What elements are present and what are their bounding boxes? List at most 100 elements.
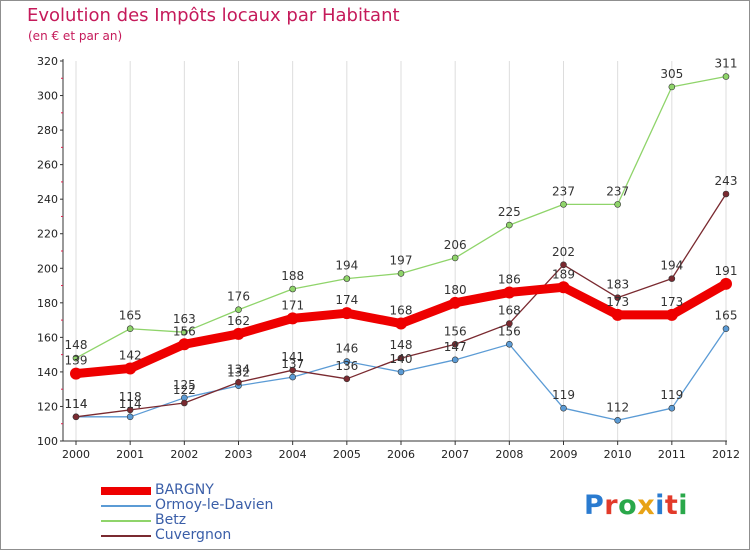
data-point [722, 325, 730, 333]
data-point [286, 312, 299, 325]
y-axis-ticks: 100 120 140 160 180 200 220 240 260 280 300 320 [37, 55, 63, 448]
y-tick-label: 320 [37, 55, 58, 68]
x-tick-label: 2003 [225, 448, 253, 461]
x-axis-ticks: 2000 2001 2002 2003 2004 2005 2006 2007 2008 2009… [62, 441, 740, 461]
data-label: 156 [173, 324, 196, 338]
logo-letter: x [637, 490, 656, 521]
y-tick-label: 280 [37, 124, 58, 137]
legend-swatch [101, 534, 151, 537]
data-point [397, 368, 405, 376]
logo-letter: P [584, 490, 605, 521]
logo-letter: t [664, 490, 679, 521]
data-label: 163 [173, 312, 196, 326]
x-tick-label: 2009 [550, 448, 578, 461]
data-label: 118 [119, 390, 142, 404]
data-label: 206 [444, 238, 467, 252]
data-point [397, 270, 405, 277]
x-tick-label: 2006 [387, 448, 415, 461]
data-label: 141 [281, 350, 304, 364]
y-tick-label: 180 [37, 297, 58, 310]
data-label: 197 [390, 253, 413, 267]
data-label: 171 [281, 298, 304, 312]
data-label: 114 [65, 397, 88, 411]
legend-label: Betz [155, 512, 187, 528]
x-tick-label: 2005 [333, 448, 361, 461]
data-point [340, 307, 353, 320]
data-label: 173 [606, 295, 629, 309]
data-label: 119 [552, 388, 575, 402]
x-tick-label: 2010 [604, 448, 632, 461]
data-point [722, 73, 730, 80]
data-point [614, 416, 621, 424]
data-point [560, 404, 567, 412]
data-point [232, 327, 245, 340]
data-label: 186 [498, 272, 521, 286]
data-label: 305 [660, 67, 683, 81]
legend-swatch [101, 504, 151, 507]
legend-item: Ormoy-le-Davien [101, 498, 273, 513]
x-tick-label: 2001 [116, 448, 144, 461]
grid-lines [75, 61, 727, 441]
data-label: 142 [119, 348, 142, 362]
y-tick-label: 160 [37, 331, 58, 344]
proxiti-logo: Proxiti [584, 490, 688, 521]
data-point [126, 406, 134, 414]
data-point [235, 378, 242, 386]
x-tick-label: 2012 [712, 448, 740, 461]
legend-item: Betz [101, 513, 273, 528]
data-label: 168 [390, 304, 413, 318]
data-point [181, 399, 188, 407]
data-point [614, 201, 621, 208]
data-label: 237 [606, 184, 629, 198]
data-label: 173 [660, 295, 683, 309]
data-point [611, 308, 624, 321]
data-point [557, 281, 570, 294]
data-point [449, 296, 462, 309]
data-point [451, 254, 459, 262]
data-point [289, 285, 296, 293]
data-label: 156 [498, 324, 521, 338]
data-label: 202 [552, 245, 575, 259]
data-label: 168 [498, 304, 521, 318]
data-point [560, 261, 567, 269]
data-point [235, 306, 242, 314]
data-point [668, 83, 676, 91]
data-label: 122 [173, 383, 196, 397]
y-tick-label: 300 [37, 90, 58, 103]
data-label: 194 [660, 259, 683, 273]
data-label: 191 [715, 264, 738, 278]
data-label: 311 [715, 57, 738, 71]
data-point [289, 373, 296, 381]
data-point [720, 277, 732, 290]
data-label: 180 [444, 283, 467, 297]
data-point [124, 362, 137, 375]
legend-label: Cuvergnon [155, 527, 232, 543]
data-label: 243 [715, 174, 738, 188]
data-point [397, 354, 405, 362]
data-label: 148 [65, 338, 88, 352]
data-point [72, 413, 80, 421]
legend: BARGNY Ormoy-le-Davien Betz Cuvergnon [101, 483, 273, 543]
x-tick-label: 2000 [62, 448, 90, 461]
data-label: 146 [335, 342, 358, 356]
y-tick-label: 220 [37, 228, 58, 241]
data-point [668, 275, 676, 282]
chart-title: Evolution des Impôts locaux par Habitant [27, 5, 400, 26]
data-point [451, 340, 459, 348]
data-point [506, 221, 513, 229]
x-tick-label: 2004 [279, 448, 307, 461]
data-label: 140 [390, 352, 413, 366]
data-point [451, 356, 459, 364]
legend-swatch [101, 519, 151, 522]
data-label: 114 [119, 397, 142, 411]
data-label: 194 [335, 259, 358, 273]
data-label: 156 [444, 324, 467, 338]
y-tick-label: 240 [37, 193, 58, 206]
data-label: 112 [606, 400, 629, 414]
y-tick-label: 100 [37, 435, 58, 448]
data-label: 114 [65, 397, 88, 411]
data-label: 237 [552, 184, 575, 198]
data-label: 165 [715, 309, 738, 323]
data-point [343, 275, 351, 282]
x-tick-label: 2011 [658, 448, 686, 461]
